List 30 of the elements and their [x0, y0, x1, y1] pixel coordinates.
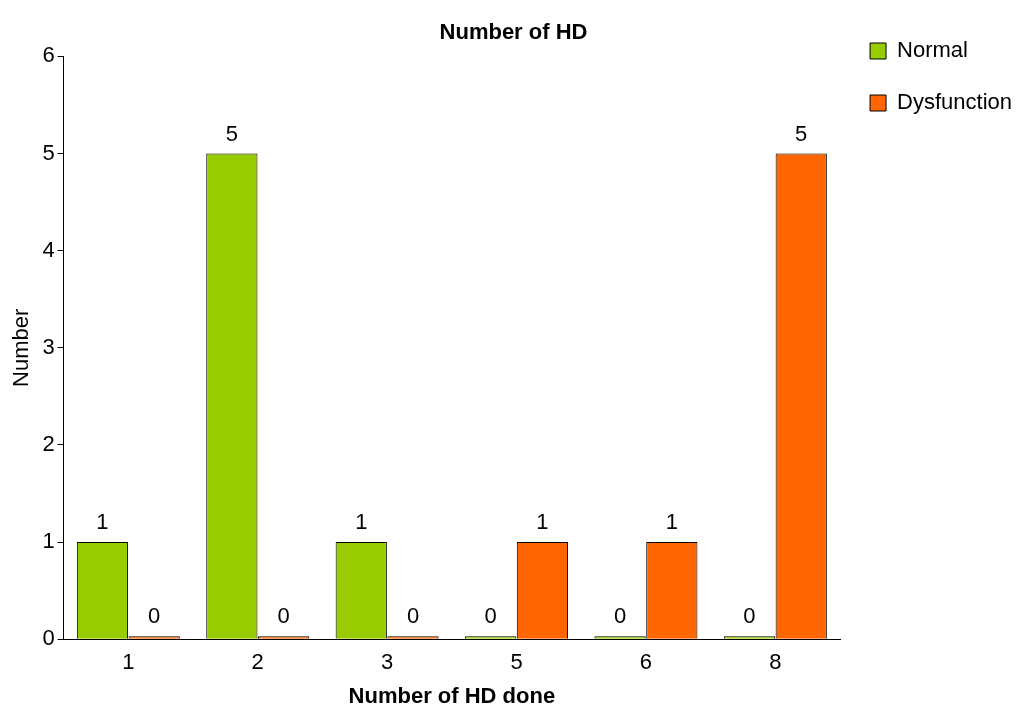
chart-title: Number of HD: [439, 19, 588, 45]
x-tick-label: 2: [251, 649, 264, 675]
x-axis-title: Number of HD done: [348, 682, 556, 708]
x-tick-label: 5: [510, 649, 523, 675]
y-tick-label: 5: [42, 139, 55, 165]
x-tick-label: 3: [381, 649, 394, 675]
data-label: 0: [277, 603, 290, 629]
y-tick-label: 0: [42, 625, 55, 651]
y-tick-label: 6: [42, 42, 55, 68]
data-label: 5: [225, 120, 238, 146]
legend-label: Dysfunction: [897, 89, 1013, 115]
data-label: 0: [743, 603, 756, 629]
data-label: 0: [484, 603, 497, 629]
legend-label: Normal: [897, 37, 968, 63]
data-label: 1: [665, 509, 678, 535]
data-label: 0: [406, 603, 420, 629]
data-label: 1: [96, 509, 109, 535]
data-label: 1: [355, 509, 368, 535]
data-label: 0: [148, 603, 161, 629]
data-label: 1: [536, 509, 549, 535]
y-tick-label: 1: [42, 528, 55, 554]
data-label: 0: [613, 603, 627, 629]
x-tick-label: 8: [769, 649, 782, 675]
data-label: 5: [795, 120, 808, 146]
y-tick-label: 3: [42, 333, 55, 359]
x-tick-label: 1: [122, 649, 135, 675]
y-tick-label: 4: [42, 236, 55, 262]
y-axis-title: Number: [8, 308, 34, 387]
y-tick-label: 2: [42, 431, 55, 456]
x-tick-label: 6: [639, 649, 653, 675]
